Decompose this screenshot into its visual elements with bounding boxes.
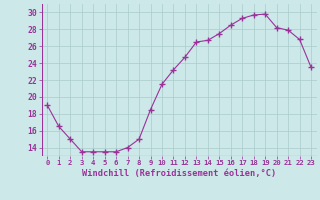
X-axis label: Windchill (Refroidissement éolien,°C): Windchill (Refroidissement éolien,°C) bbox=[82, 169, 276, 178]
